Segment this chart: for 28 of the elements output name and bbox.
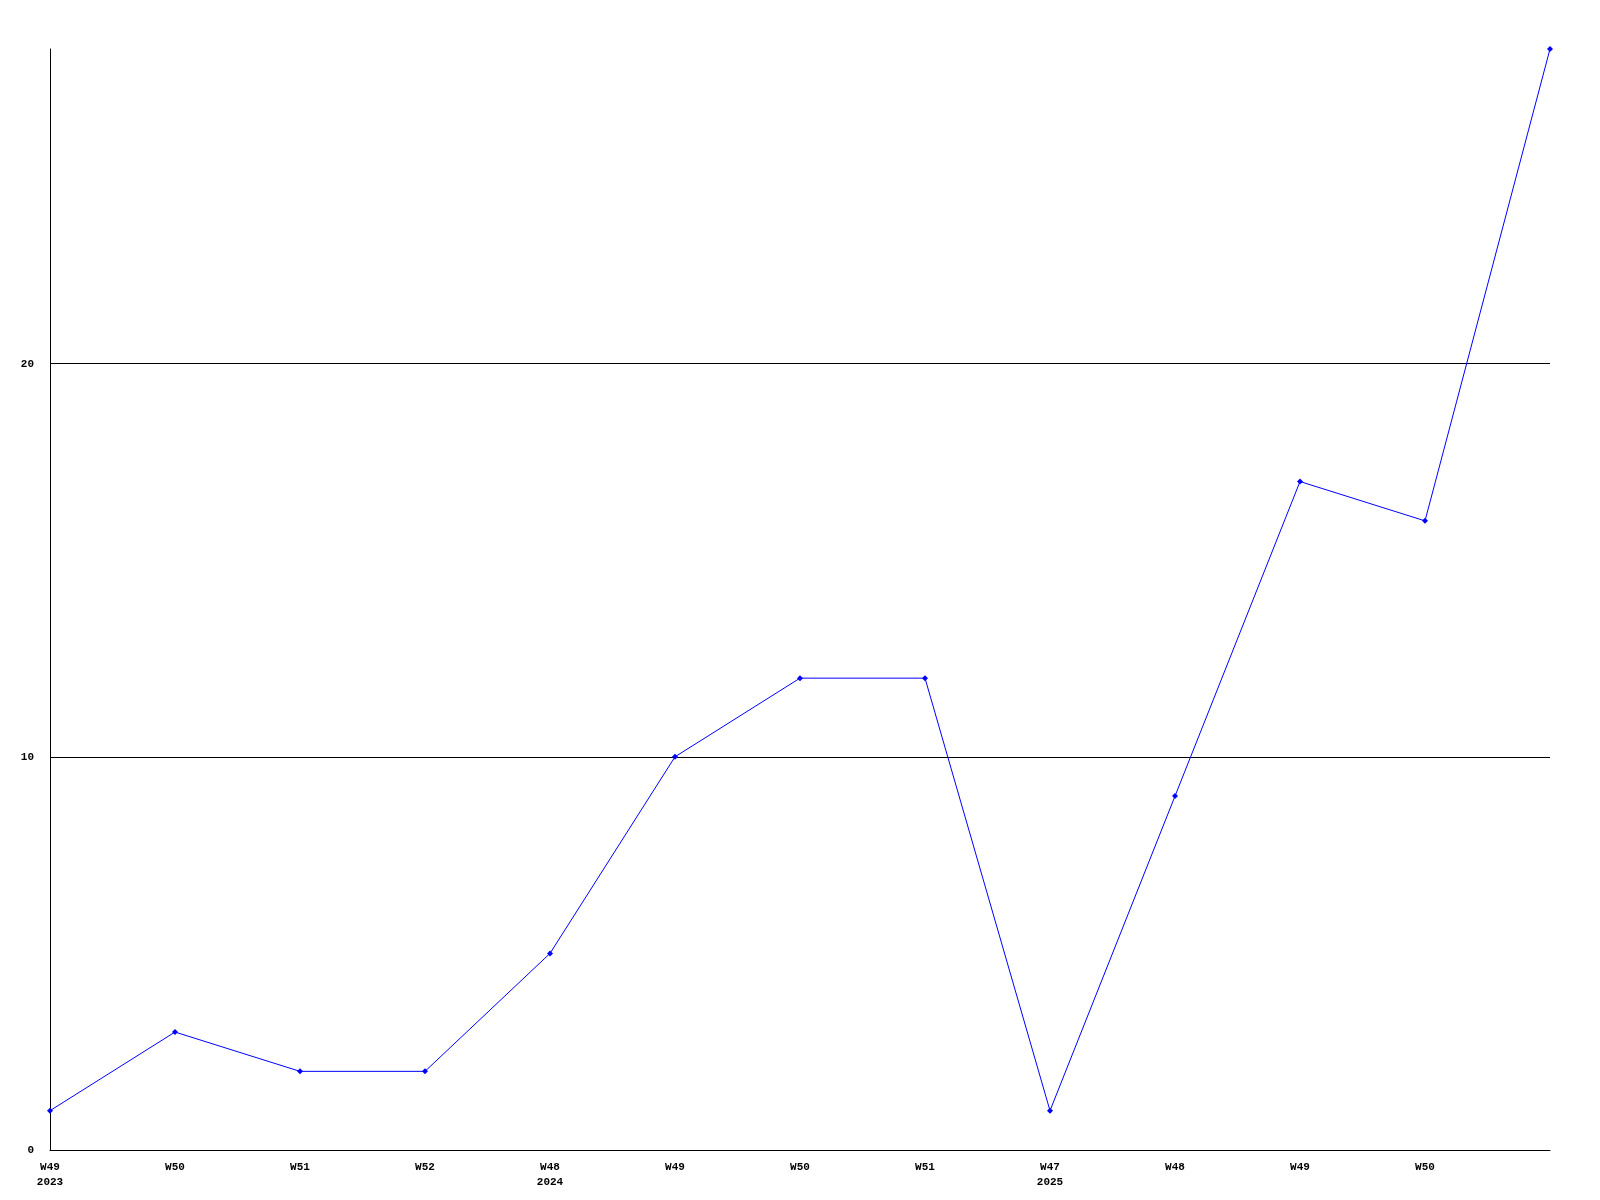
x-tick-label: W50 [790,1160,810,1173]
point [1047,1107,1053,1114]
point [422,1068,428,1075]
x-tick-label: W47 2025 [1036,1160,1064,1188]
x-tick-label: W48 2024 [536,1160,564,1188]
point [297,1068,303,1075]
point [1547,46,1553,52]
point [1172,793,1178,800]
point [672,753,678,760]
x-tick-label: W49 [1290,1160,1310,1173]
point [47,1107,53,1114]
point [797,675,803,682]
y-tick-label: 10 [20,750,34,763]
x-tick-label: W48 [1165,1160,1186,1173]
y-tick-label: 0 [27,1144,34,1156]
x-tick-label: W50 [165,1160,185,1173]
point [172,1029,178,1036]
point [547,950,553,957]
x-tick-label: W52 [415,1160,435,1173]
x-tick-label: W50 [1415,1160,1435,1173]
x-tick-label: W49 2023 [36,1160,64,1188]
point [1297,478,1303,485]
y-tick-label: 20 [20,357,34,370]
point [922,675,928,682]
x-tick-label: W51 [290,1160,311,1173]
x-tick-label: W51 [915,1160,936,1173]
point [1422,517,1428,524]
x-tick-label: W49 [665,1160,685,1173]
